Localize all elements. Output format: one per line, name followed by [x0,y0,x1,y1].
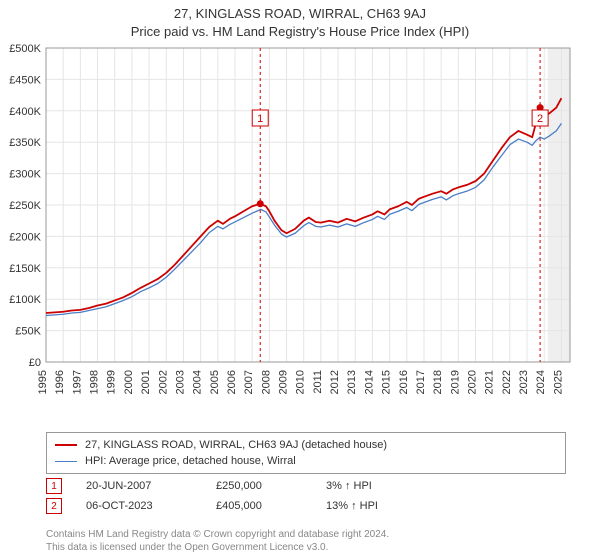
legend-swatch [55,444,77,446]
svg-text:£350K: £350K [9,137,41,149]
svg-text:£200K: £200K [9,231,41,243]
title-line-1: 27, KINGLASS ROAD, WIRRAL, CH63 9AJ [0,6,600,21]
svg-text:£250K: £250K [9,200,41,212]
svg-text:2018: 2018 [432,370,444,394]
transaction-badge: 2 [46,498,62,514]
svg-text:2013: 2013 [346,370,358,394]
svg-text:2022: 2022 [501,370,513,394]
legend-row: HPI: Average price, detached house, Wirr… [55,453,557,469]
svg-text:2024: 2024 [535,370,547,394]
footer-line-2: This data is licensed under the Open Gov… [46,541,389,554]
footer-attribution: Contains HM Land Registry data © Crown c… [46,528,389,554]
transaction-hpi: 13% ↑ HPI [326,500,446,512]
svg-text:2006: 2006 [226,370,238,394]
svg-text:2000: 2000 [123,370,135,394]
transaction-date: 20-JUN-2007 [86,480,216,492]
svg-text:2015: 2015 [381,370,393,394]
svg-text:1997: 1997 [71,370,83,394]
transaction-hpi: 3% ↑ HPI [326,480,446,492]
transaction-date: 06-OCT-2023 [86,500,216,512]
svg-text:2023: 2023 [518,370,530,394]
svg-text:£450K: £450K [9,74,41,86]
transaction-price: £250,000 [216,480,326,492]
chart-title-block: 27, KINGLASS ROAD, WIRRAL, CH63 9AJ Pric… [0,0,600,39]
footer-line-1: Contains HM Land Registry data © Crown c… [46,528,389,541]
svg-text:2008: 2008 [260,370,272,394]
transaction-row: 2 06-OCT-2023£405,00013% ↑ HPI [46,496,566,516]
svg-text:2004: 2004 [192,370,204,394]
transactions-table: 1 20-JUN-2007£250,0003% ↑ HPI 2 06-OCT-2023… [46,476,566,516]
svg-text:2016: 2016 [398,370,410,394]
transaction-badge: 1 [46,478,62,494]
svg-text:2010: 2010 [295,370,307,394]
legend: 27, KINGLASS ROAD, WIRRAL, CH63 9AJ (det… [46,432,566,474]
transaction-price: £405,000 [216,500,326,512]
svg-text:2009: 2009 [278,370,290,394]
svg-text:£0: £0 [29,357,41,369]
svg-text:£150K: £150K [9,263,41,275]
price-chart: £0 £50K £100K £150K £200K £250K £300K £350K £400… [0,42,600,422]
svg-text:2011: 2011 [312,370,324,394]
svg-text:2025: 2025 [552,370,564,394]
svg-text:2012: 2012 [329,370,341,394]
transaction-row: 1 20-JUN-2007£250,0003% ↑ HPI [46,476,566,496]
legend-label: HPI: Average price, detached house, Wirr… [85,455,296,467]
svg-text:1998: 1998 [89,370,101,394]
svg-text:2007: 2007 [243,370,255,394]
svg-text:2017: 2017 [415,370,427,394]
svg-text:1: 1 [257,113,263,125]
svg-text:2021: 2021 [484,370,496,394]
legend-row: 27, KINGLASS ROAD, WIRRAL, CH63 9AJ (det… [55,437,557,453]
svg-text:2002: 2002 [157,370,169,394]
svg-text:2020: 2020 [467,370,479,394]
title-line-2: Price paid vs. HM Land Registry's House … [0,24,600,39]
svg-text:£300K: £300K [9,169,41,181]
legend-swatch [55,461,77,462]
svg-text:1999: 1999 [106,370,118,394]
svg-text:2001: 2001 [140,370,152,394]
svg-text:£100K: £100K [9,294,41,306]
svg-text:1995: 1995 [37,370,49,394]
svg-text:2: 2 [537,113,543,125]
svg-text:2005: 2005 [209,370,221,394]
svg-text:£50K: £50K [15,326,41,338]
svg-text:1996: 1996 [54,370,66,394]
svg-text:2014: 2014 [363,370,375,394]
svg-text:2019: 2019 [449,370,461,394]
svg-text:£400K: £400K [9,106,41,118]
svg-text:£500K: £500K [9,43,41,55]
svg-text:2003: 2003 [174,370,186,394]
legend-label: 27, KINGLASS ROAD, WIRRAL, CH63 9AJ (det… [85,439,387,451]
